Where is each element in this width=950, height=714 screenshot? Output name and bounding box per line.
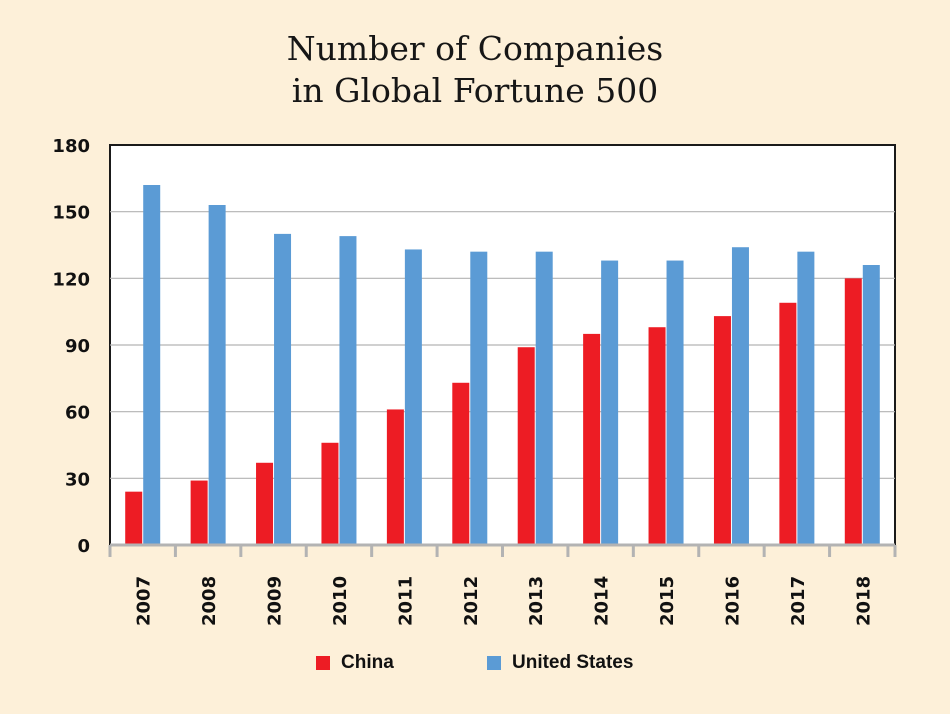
x-tick-label-2012: 2012 xyxy=(461,576,482,626)
bars xyxy=(125,185,880,545)
y-tick-label-30: 30 xyxy=(65,469,90,490)
x-tick-label-2016: 2016 xyxy=(722,576,743,626)
legend-swatch-china xyxy=(316,656,330,670)
bar-china-2013 xyxy=(517,347,535,545)
grid-lines xyxy=(110,211,895,479)
bar-china-2017 xyxy=(779,302,797,545)
bar-china-2009 xyxy=(256,462,274,545)
x-tick-label-2009: 2009 xyxy=(265,576,286,626)
y-tick-label-0: 0 xyxy=(77,536,90,557)
y-axis: 0 30 60 90 120 150 180 xyxy=(52,136,90,557)
bar-united-states-2012 xyxy=(470,251,488,545)
x-tick-label-2010: 2010 xyxy=(330,576,351,626)
x-tick-label-2013: 2013 xyxy=(526,576,547,626)
bar-china-2012 xyxy=(452,382,470,545)
legend: China United States xyxy=(0,652,950,682)
bar-united-states-2010 xyxy=(339,236,357,545)
y-tick-label-90: 90 xyxy=(65,336,90,357)
legend-label-united-states: United States xyxy=(512,652,634,673)
bar-united-states-2009 xyxy=(274,233,292,545)
legend-label-china: China xyxy=(341,652,394,673)
legend-item-united-states: United States xyxy=(487,652,633,674)
y-tick-label-180: 180 xyxy=(52,136,90,157)
x-tick-label-2018: 2018 xyxy=(853,576,874,626)
bar-china-2016 xyxy=(713,316,731,545)
legend-swatch-united-states xyxy=(487,656,501,670)
bar-united-states-2015 xyxy=(666,260,684,545)
bar-united-states-2007 xyxy=(143,185,161,545)
bar-united-states-2014 xyxy=(601,260,619,545)
bar-china-2008 xyxy=(190,480,208,545)
bar-china-2018 xyxy=(844,278,862,545)
bar-united-states-2016 xyxy=(731,247,749,545)
bar-china-2014 xyxy=(583,333,601,545)
bar-united-states-2018 xyxy=(862,265,880,545)
x-tick-label-2014: 2014 xyxy=(592,576,613,626)
bar-united-states-2008 xyxy=(208,205,226,545)
bar-united-states-2017 xyxy=(797,251,815,545)
bar-china-2015 xyxy=(648,327,666,545)
bar-china-2007 xyxy=(125,491,143,545)
x-tick-label-2007: 2007 xyxy=(134,576,155,626)
bar-china-2010 xyxy=(321,442,339,545)
y-tick-label-60: 60 xyxy=(65,403,90,424)
chart-title-line-2: in Global Fortune 500 xyxy=(291,71,659,110)
x-tick-label-2011: 2011 xyxy=(395,576,416,626)
x-tick-label-2015: 2015 xyxy=(657,576,678,626)
bar-united-states-2011 xyxy=(404,249,422,545)
bar-united-states-2013 xyxy=(535,251,553,545)
bar-china-2011 xyxy=(386,409,404,545)
x-tick-label-2008: 2008 xyxy=(199,576,220,626)
chart-title: Number of Companies in Global Fortune 50… xyxy=(0,28,950,112)
x-tick-label-2017: 2017 xyxy=(788,576,809,626)
chart-title-line-1: Number of Companies xyxy=(286,29,664,68)
x-axis: 2007 2008 2009 2010 2011 2012 2013 2014 2015 2016… xyxy=(108,543,897,626)
y-tick-label-150: 150 xyxy=(52,203,90,224)
legend-item-china: China xyxy=(316,652,394,674)
y-tick-label-120: 120 xyxy=(52,269,90,290)
